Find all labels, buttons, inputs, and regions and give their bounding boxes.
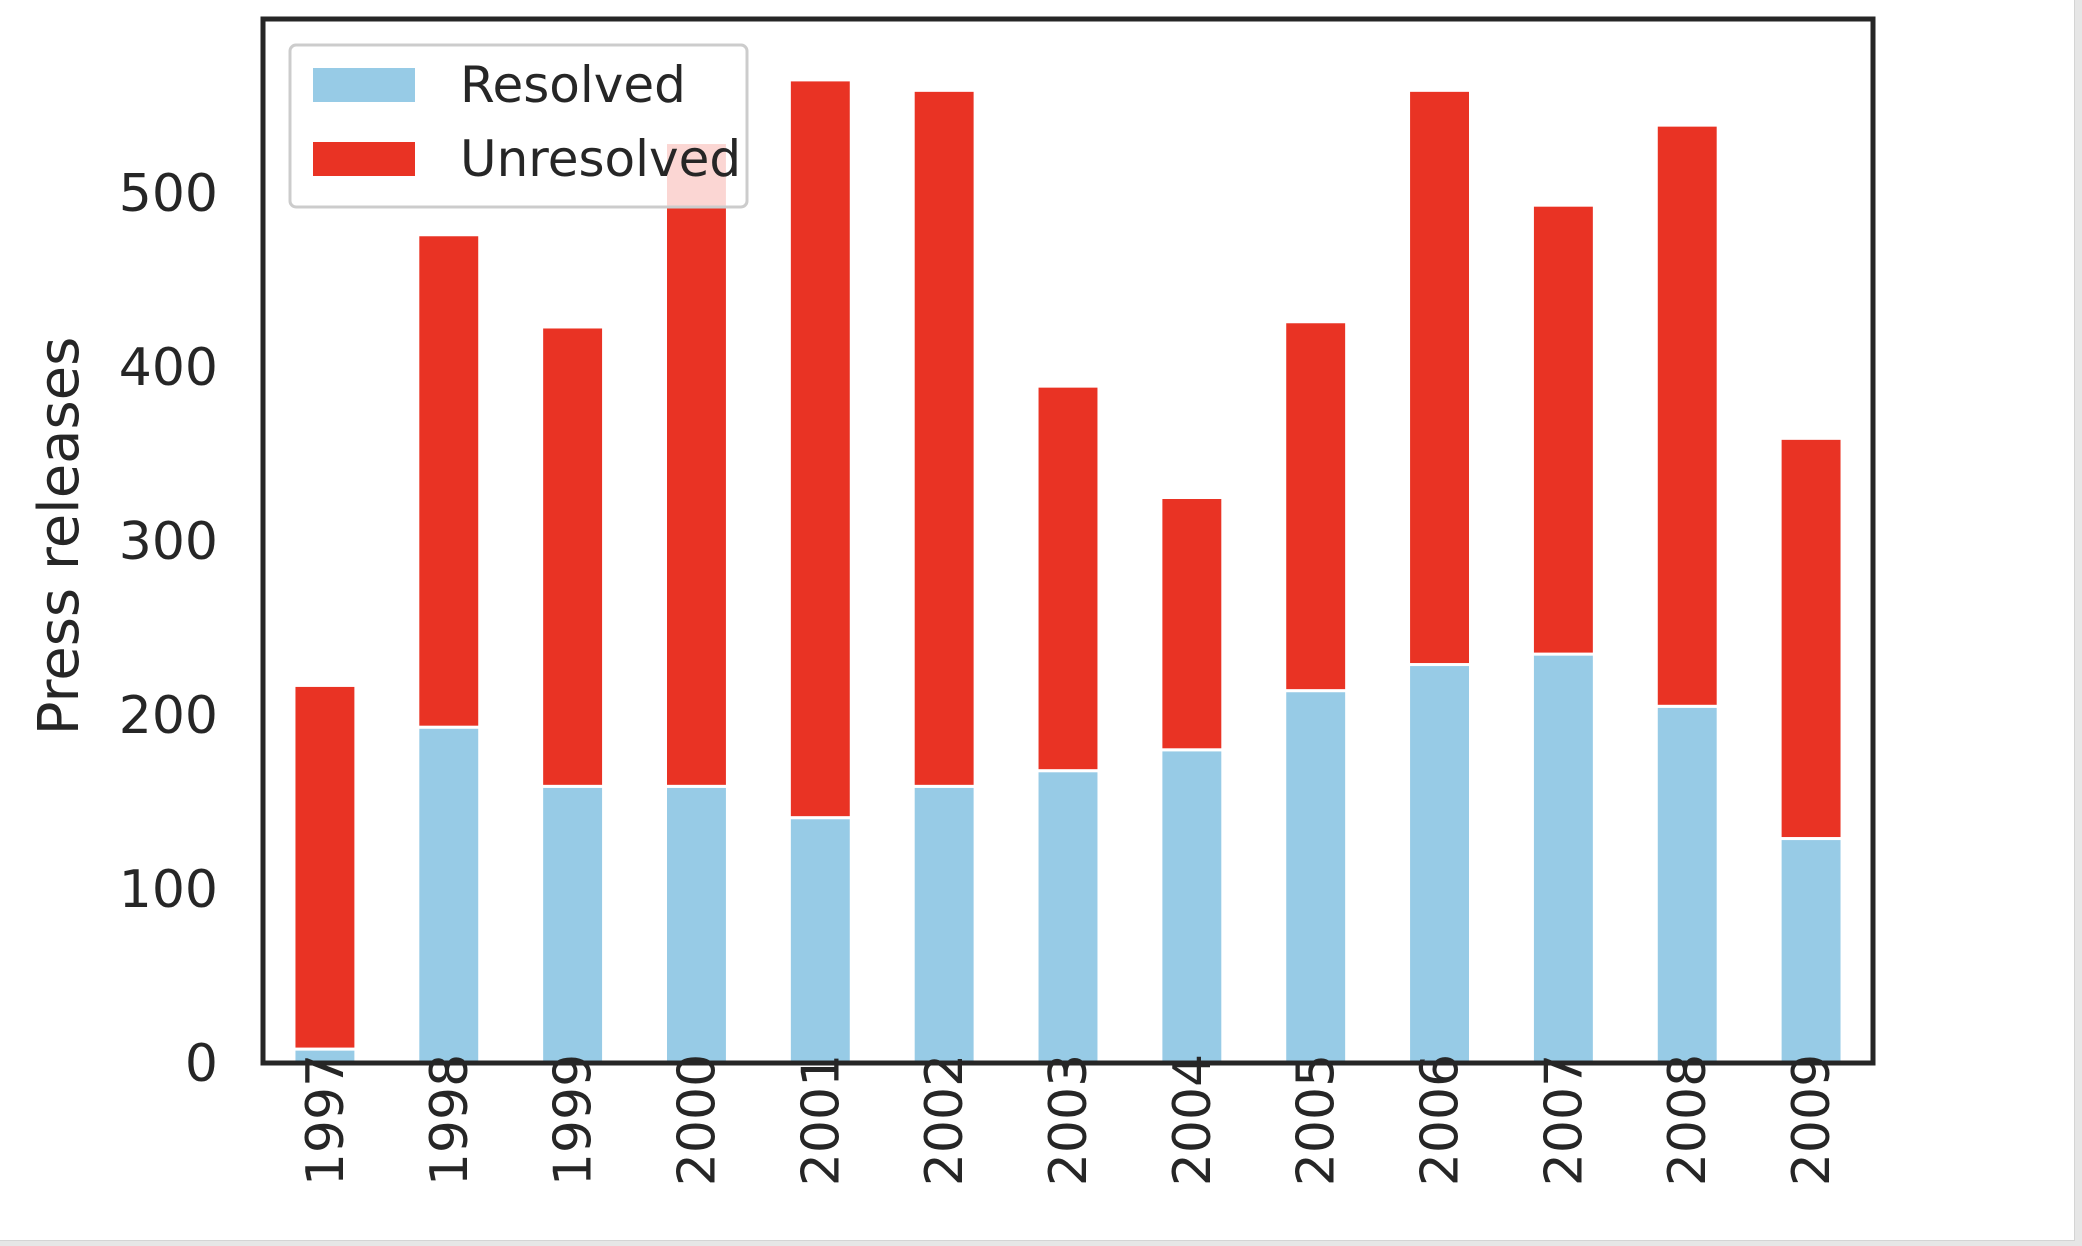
bar-resolved-1999	[540, 784, 606, 1065]
bar-unresolved-1997	[292, 683, 358, 1051]
bar-unresolved-2005	[1283, 320, 1349, 693]
plot-area-frame	[260, 16, 1876, 1066]
y-tick-label-300: 300	[119, 512, 218, 572]
x-tick-label-2000: 2000	[667, 1054, 727, 1186]
x-tick-label-2009: 2009	[1782, 1054, 1842, 1186]
bar-resolved-2003	[1035, 769, 1101, 1065]
x-tick-label-2001: 2001	[791, 1054, 851, 1186]
bar-resolved-1998	[416, 725, 482, 1065]
legend-label-resolved: Resolved	[460, 56, 686, 114]
bar-resolved-2008	[1654, 704, 1720, 1065]
bar-unresolved-2009	[1778, 436, 1844, 841]
legend: Resolved Unresolved	[288, 43, 749, 209]
bar-unresolved-2008	[1654, 123, 1720, 708]
y-tick-label-0: 0	[185, 1034, 218, 1094]
x-tick-label-2004: 2004	[1163, 1054, 1223, 1186]
bar-resolved-2002	[911, 784, 977, 1065]
y-tick-label-400: 400	[119, 338, 218, 398]
bar-resolved-2001	[787, 816, 853, 1065]
bar-unresolved-2003	[1035, 384, 1101, 773]
bar-unresolved-2006	[1407, 88, 1472, 667]
y-tick-label-500: 500	[119, 164, 218, 224]
bar-resolved-2007	[1530, 652, 1596, 1065]
bar-unresolved-2002	[911, 88, 977, 788]
bar-unresolved-2007	[1530, 203, 1596, 656]
x-axis-ticks: 1997 1998 1999 2000 2001 2002 2003 2004 2005 2006…	[296, 1054, 1842, 1186]
bar-resolved-2009	[1778, 837, 1844, 1065]
bars-layer	[292, 78, 1844, 1065]
legend-swatch-unresolved	[313, 142, 415, 176]
legend-label-unresolved: Unresolved	[460, 130, 741, 188]
bar-unresolved-1998	[416, 233, 482, 729]
bar-unresolved-2001	[787, 78, 853, 820]
x-tick-label-1999: 1999	[544, 1054, 604, 1186]
x-tick-label-2003: 2003	[1039, 1054, 1099, 1186]
y-axis-ticks: 0 100 200 300 400 500	[119, 164, 218, 1094]
bar-unresolved-2000	[664, 141, 729, 788]
x-tick-label-1998: 1998	[420, 1054, 480, 1186]
bar-unresolved-1999	[540, 325, 606, 788]
x-tick-label-2006: 2006	[1411, 1054, 1471, 1186]
y-axis-title: Press releases	[27, 337, 92, 736]
bar-unresolved-2004	[1159, 496, 1225, 752]
bar-resolved-2005	[1283, 689, 1349, 1065]
bar-resolved-2006	[1407, 663, 1472, 1065]
x-tick-label-2002: 2002	[915, 1054, 975, 1186]
bar-resolved-2000	[664, 784, 729, 1065]
legend-swatch-resolved	[313, 68, 415, 102]
x-tick-label-2008: 2008	[1658, 1054, 1718, 1186]
bar-resolved-2004	[1159, 748, 1225, 1065]
x-tick-label-2005: 2005	[1287, 1054, 1347, 1186]
x-tick-label-1997: 1997	[296, 1054, 356, 1186]
y-tick-label-200: 200	[119, 686, 218, 746]
y-tick-label-100: 100	[119, 860, 218, 920]
x-tick-label-2007: 2007	[1534, 1054, 1594, 1186]
